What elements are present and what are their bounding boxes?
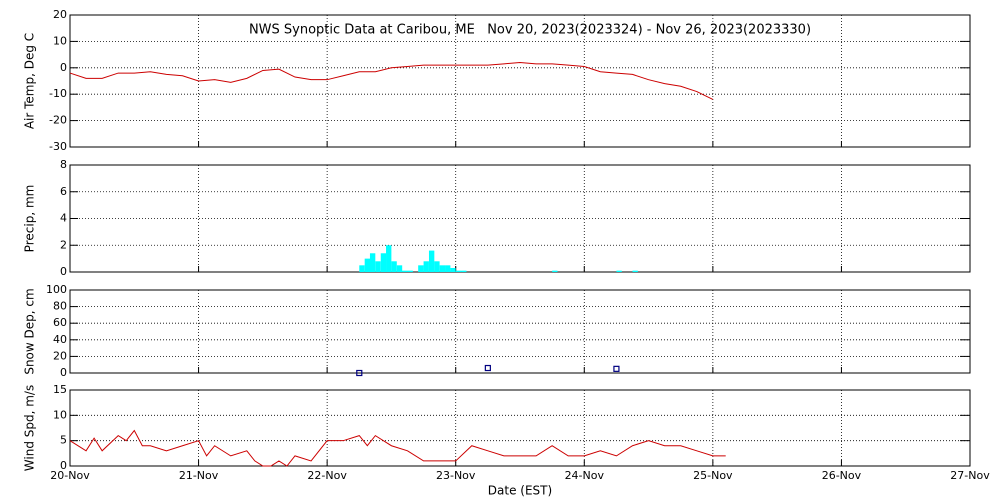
data-line bbox=[69, 62, 714, 100]
y-tick-label: 0 bbox=[60, 61, 67, 74]
bar bbox=[407, 270, 413, 272]
y-tick-label: 20 bbox=[53, 349, 67, 362]
bar bbox=[369, 253, 376, 272]
bar bbox=[386, 245, 392, 272]
point bbox=[484, 364, 491, 372]
point bbox=[613, 365, 620, 372]
bar bbox=[616, 270, 622, 272]
bar bbox=[461, 270, 467, 272]
bar bbox=[375, 261, 381, 272]
x-tick-label: 25-Nov bbox=[693, 469, 733, 482]
bar bbox=[632, 270, 638, 272]
y-tick-label: 6 bbox=[60, 185, 67, 198]
y-tick-label: 40 bbox=[53, 333, 67, 346]
y-tick-label: 10 bbox=[53, 408, 67, 421]
y-tick-label: 4 bbox=[60, 212, 67, 225]
x-tick-label: 20-Nov bbox=[50, 469, 90, 482]
bar bbox=[428, 250, 435, 272]
bar bbox=[364, 258, 371, 272]
x-tick-label: 21-Nov bbox=[179, 469, 219, 482]
bar bbox=[418, 265, 424, 272]
point bbox=[356, 369, 363, 377]
bar bbox=[359, 265, 365, 272]
y-tick-label: 80 bbox=[53, 300, 67, 313]
bar bbox=[380, 253, 387, 272]
bar bbox=[391, 261, 397, 272]
bar bbox=[445, 265, 451, 272]
x-tick-label: 23-Nov bbox=[436, 469, 476, 482]
bar bbox=[439, 265, 445, 272]
bar bbox=[455, 270, 462, 272]
y-tick-label: 10 bbox=[53, 34, 67, 47]
x-tick-label: 26-Nov bbox=[822, 469, 862, 482]
x-tick-label: 27-Nov bbox=[950, 469, 990, 482]
bar bbox=[552, 270, 558, 272]
bar bbox=[402, 270, 408, 272]
bar bbox=[450, 267, 456, 272]
bar bbox=[396, 265, 403, 272]
chart-title: NWS Synoptic Data at Caribou, ME Nov 20,… bbox=[249, 23, 811, 38]
y-axis-label: Snow Dep, cm bbox=[23, 288, 37, 374]
y-tick-label: 0 bbox=[60, 366, 67, 379]
x-tick-label: 24-Nov bbox=[565, 469, 605, 482]
bar bbox=[423, 261, 429, 272]
y-tick-label: 8 bbox=[60, 158, 67, 171]
y-tick-label: 100 bbox=[46, 283, 67, 296]
y-tick-label: 2 bbox=[60, 238, 67, 251]
bar bbox=[434, 261, 440, 272]
y-tick-label: -20 bbox=[49, 114, 67, 127]
y-tick-label: -10 bbox=[49, 87, 67, 100]
plot-frame bbox=[69, 14, 971, 148]
y-tick-label: 0 bbox=[60, 459, 67, 472]
data-line bbox=[69, 429, 726, 467]
y-tick-label: 5 bbox=[60, 434, 67, 447]
plot-frame bbox=[69, 289, 971, 374]
plot-frame bbox=[69, 389, 971, 467]
y-tick-label: 20 bbox=[53, 8, 67, 21]
y-tick-label: 15 bbox=[53, 383, 67, 396]
y-axis-label: Precip, mm bbox=[23, 185, 37, 253]
y-axis-label: Air Temp, Deg C bbox=[23, 33, 37, 129]
y-axis-label: Wind Spd, m/s bbox=[23, 385, 37, 471]
x-axis-label: Date (EST) bbox=[488, 484, 552, 498]
y-tick-label: -30 bbox=[49, 140, 67, 153]
y-tick-label: 60 bbox=[53, 316, 67, 329]
y-tick-label: 0 bbox=[60, 265, 67, 278]
x-tick-label: 22-Nov bbox=[307, 469, 347, 482]
